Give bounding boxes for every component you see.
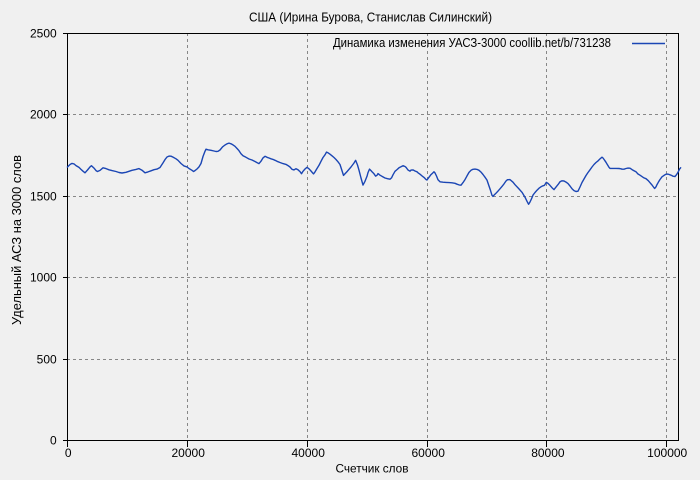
svg-text:0: 0: [65, 446, 72, 460]
svg-text:Удельный АСЗ на 3000 слов: Удельный АСЗ на 3000 слов: [9, 155, 24, 325]
svg-text:100000: 100000: [647, 446, 687, 460]
svg-text:40000: 40000: [292, 446, 326, 460]
svg-text:США (Ирина Бурова, Станислав С: США (Ирина Бурова, Станислав Силинский): [249, 11, 492, 25]
svg-text:1000: 1000: [30, 271, 57, 285]
svg-text:2000: 2000: [30, 108, 57, 122]
svg-text:80000: 80000: [531, 446, 565, 460]
svg-text:0: 0: [50, 434, 57, 448]
svg-text:1500: 1500: [30, 190, 57, 204]
svg-text:Динамика изменения УАСЗ-3000 c: Динамика изменения УАСЗ-3000 coollib.net…: [333, 35, 611, 50]
svg-text:500: 500: [37, 353, 57, 367]
svg-text:2500: 2500: [30, 27, 57, 41]
svg-text:Счетчик слов: Счетчик слов: [336, 462, 409, 476]
svg-text:20000: 20000: [172, 446, 206, 460]
svg-text:60000: 60000: [412, 446, 446, 460]
